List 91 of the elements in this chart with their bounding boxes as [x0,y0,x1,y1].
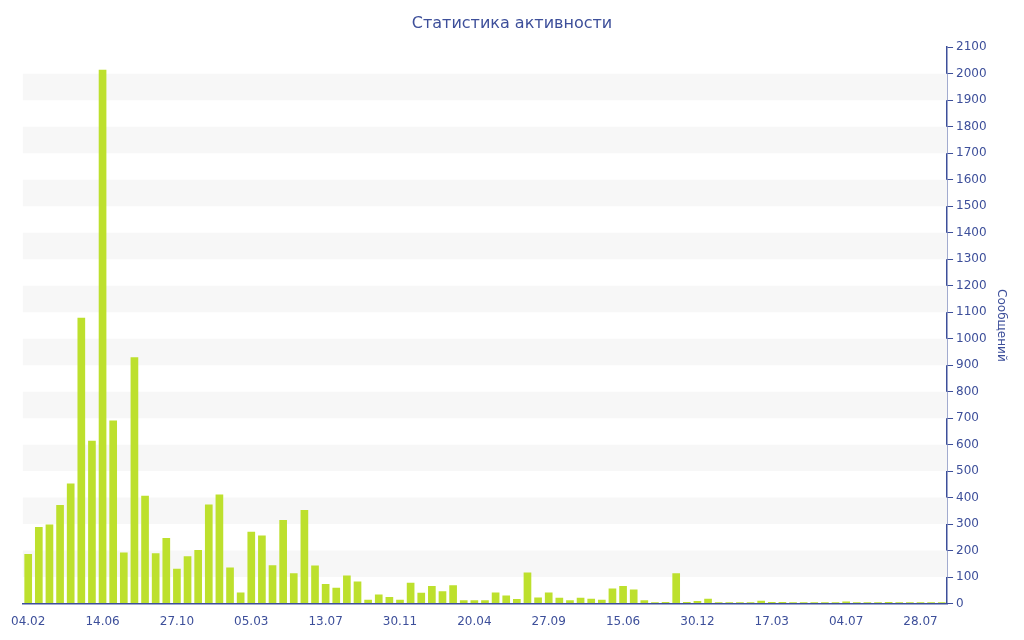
x-tick-label: 30.11 [382,613,418,628]
bar [34,527,43,604]
bar [141,495,149,604]
bar [66,483,75,604]
bar [332,587,341,604]
bar [109,420,118,604]
bar [672,573,681,604]
bar [226,567,234,604]
bar [534,597,542,604]
chart-title: Статистика активности [411,12,613,32]
y-tick-label: 400 [956,489,979,504]
y-tick-label: 1700 [956,145,987,160]
x-tick-label: 14.06 [85,613,120,628]
bar [24,554,33,604]
bar [428,586,436,604]
y-tick-label: 700 [956,410,979,425]
bar [608,588,617,604]
y-tick-label: 100 [956,569,979,584]
bar [204,504,213,604]
y-tick-label: 0 [956,595,964,610]
bar [173,568,181,604]
bar [98,69,107,604]
bar [194,550,202,604]
bar [640,600,649,604]
bar [130,357,139,604]
y-tick-label: 1200 [956,277,987,292]
x-tick-label: 27.10 [159,613,195,628]
bar [374,594,383,604]
bar [311,565,319,604]
y-tick-label: 2000 [956,65,987,80]
x-tick-label: 15.06 [605,613,641,628]
y-tick-label: 1100 [956,304,987,319]
bar [459,600,468,604]
bar [151,553,160,604]
bar [449,585,457,604]
y-tick-label: 900 [956,357,979,372]
bar [236,592,245,604]
x-tick-label: 27.09 [531,613,566,628]
bar [88,440,96,604]
bar [215,494,224,604]
x-tick-label: 04.02 [11,613,46,628]
bar [491,592,500,604]
bar [481,600,489,604]
bar [162,537,171,604]
bar [279,519,287,604]
bar [470,600,479,604]
y-tick-label: 1400 [956,224,987,239]
bar [523,572,532,604]
y-tick-label: 1900 [956,92,987,107]
bar [119,552,128,604]
x-tick-label: 05.03 [234,613,269,628]
bar [566,600,574,604]
bar [45,524,54,604]
bar [321,583,330,604]
bar [56,505,64,604]
y-tick-label: 800 [956,383,979,398]
y-tick-label: 1500 [956,198,987,213]
bar [417,592,426,604]
y-tick-label: 1800 [956,118,987,133]
y-tick-label: 1300 [956,251,987,266]
bar [343,575,351,604]
x-tick-label: 20.04 [457,613,492,628]
bar [268,565,277,604]
y-tick-label: 2100 [956,39,987,54]
bar [502,595,511,604]
x-tick-label: 30.12 [680,613,715,628]
bar [513,599,521,604]
y-axis-title: Сообщений [994,289,1009,362]
x-tick-label: 13.07 [308,613,343,628]
bar [77,317,86,604]
bar [544,592,553,604]
x-tick-label: 28.07 [903,613,938,628]
y-tick-label: 200 [956,542,979,557]
bar [587,598,596,604]
bar [289,573,298,604]
y-tick-label: 1000 [956,330,987,345]
bar [247,531,256,604]
x-tick-label: 17.03 [754,613,789,628]
bar [183,556,192,604]
bar [438,591,447,604]
bar [258,535,266,604]
bar [629,589,638,604]
bar [300,510,309,604]
y-tick-label: 1600 [956,171,987,186]
bar [555,597,564,604]
bar [619,586,627,604]
x-tick-label: 04.07 [828,613,864,628]
y-tick-label: 500 [956,463,979,478]
bar [704,598,712,604]
y-tick-label: 300 [956,516,979,531]
y-tick-label: 600 [956,436,979,451]
